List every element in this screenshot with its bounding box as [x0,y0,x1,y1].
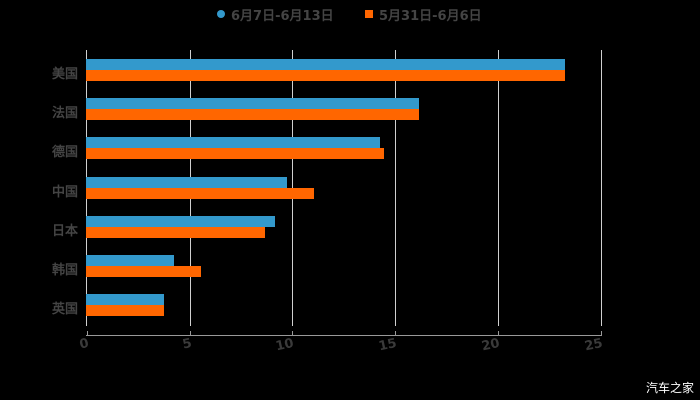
bar[interactable] [86,215,276,227]
x-tick [292,331,293,336]
bar[interactable] [86,137,380,149]
legend-item-series-1[interactable]: 6月7日-6月13日 [217,4,334,24]
x-tick [498,331,499,336]
legend-marker-circle-icon [217,10,225,18]
bar[interactable] [86,226,265,238]
x-tick [87,331,88,336]
x-tick-label: 20 [480,336,502,355]
bar[interactable] [86,255,175,266]
bar[interactable] [86,109,420,121]
watermark: 汽车之家 [645,381,694,395]
x-tick [601,331,602,336]
x-axis-line [86,335,601,336]
x-tick [395,331,396,336]
bar[interactable] [86,305,165,317]
x-tick-label: 15 [377,336,399,355]
bar[interactable] [86,148,385,160]
legend-label: 6月7日-6月13日 [231,8,334,24]
y-category-label: 韩国 [51,263,78,278]
gridline [601,50,602,326]
x-tick-label: 0 [78,336,91,353]
bar[interactable] [86,59,566,70]
gridline [498,50,499,326]
gridline [395,50,396,326]
legend-item-series-2[interactable]: 5月31日-6月6日 [365,4,482,24]
x-tick-label: 10 [274,336,296,355]
bar[interactable] [86,187,315,199]
y-category-label: 英国 [51,302,78,318]
y-category-label: 中国 [51,184,78,200]
legend: 6月7日-6月13日 5月31日-6月6日 [0,4,700,24]
bar[interactable] [86,176,288,188]
x-tick-label: 5 [181,336,194,353]
bar[interactable] [86,70,566,81]
y-category-label: 美国 [51,67,78,82]
legend-marker-square-icon [365,10,373,18]
bar[interactable] [86,98,420,110]
y-category-label: 日本 [51,223,78,239]
y-category-label: 法国 [51,106,78,122]
x-tick-label: 25 [583,336,605,355]
legend-label: 5月31日-6月6日 [379,8,482,24]
y-category-label: 德国 [51,145,78,161]
x-tick [190,331,191,336]
bar[interactable] [86,294,165,306]
bar[interactable] [86,266,202,277]
